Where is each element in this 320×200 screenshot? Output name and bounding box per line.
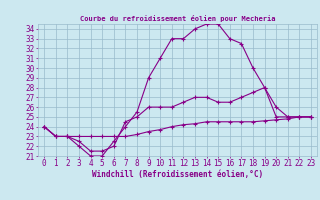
X-axis label: Windchill (Refroidissement éolien,°C): Windchill (Refroidissement éolien,°C) bbox=[92, 170, 263, 179]
Title: Courbe du refroidissement éolien pour Mecheria: Courbe du refroidissement éolien pour Me… bbox=[80, 15, 275, 22]
